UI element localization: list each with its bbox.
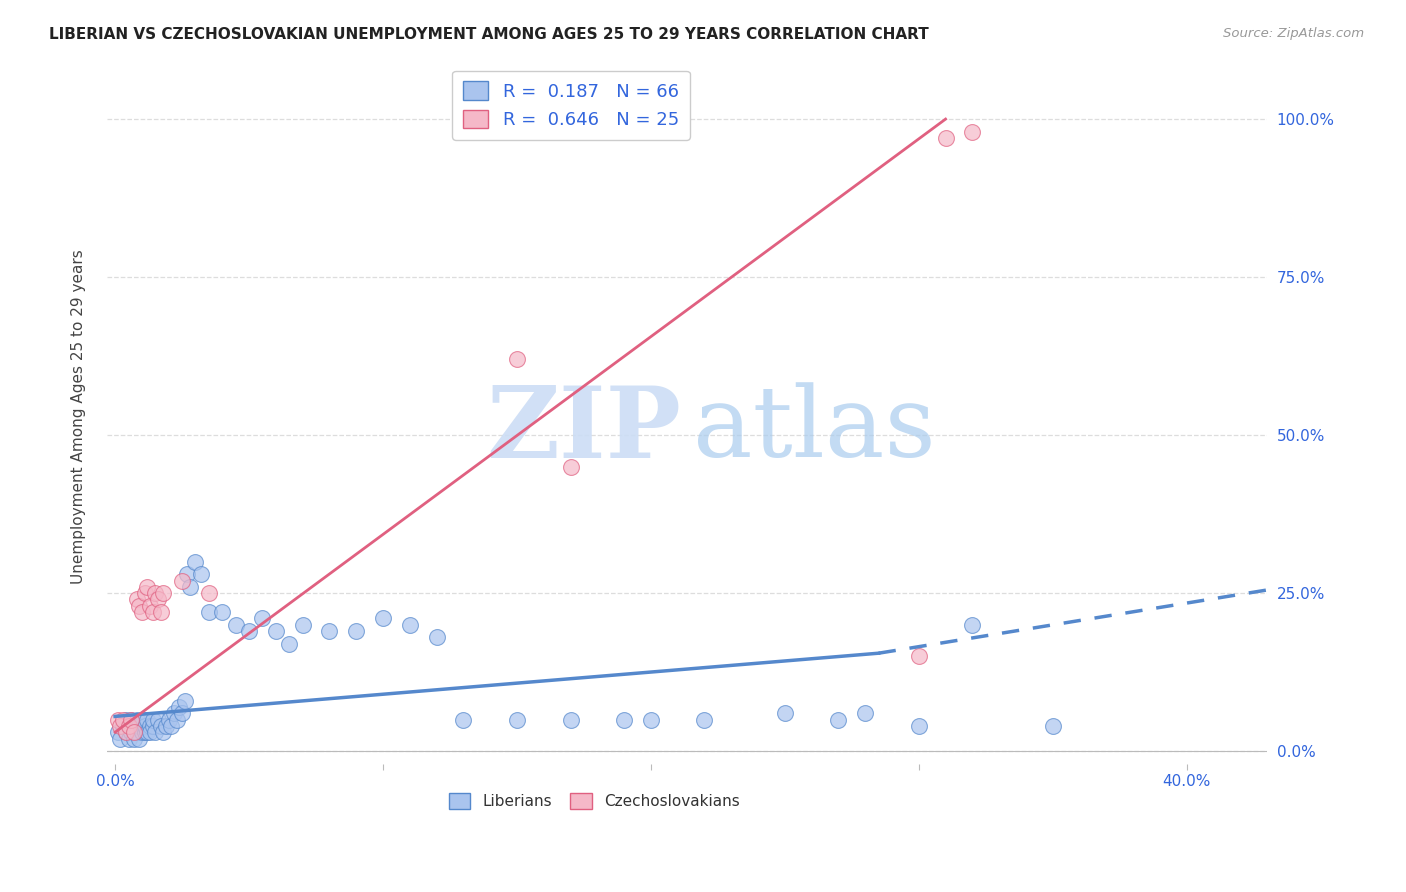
Point	[693, 713, 716, 727]
Point	[640, 713, 662, 727]
Point	[114, 725, 136, 739]
Point	[131, 725, 153, 739]
Point	[291, 617, 314, 632]
Point	[176, 567, 198, 582]
Point	[122, 719, 145, 733]
Point	[344, 624, 367, 638]
Point	[134, 725, 156, 739]
Point	[136, 580, 159, 594]
Point	[560, 459, 582, 474]
Point	[146, 592, 169, 607]
Point	[907, 649, 929, 664]
Point	[110, 731, 132, 746]
Point	[139, 599, 162, 613]
Point	[398, 617, 420, 632]
Text: LIBERIAN VS CZECHOSLOVAKIAN UNEMPLOYMENT AMONG AGES 25 TO 29 YEARS CORRELATION C: LIBERIAN VS CZECHOSLOVAKIAN UNEMPLOYMENT…	[49, 27, 929, 42]
Point	[155, 719, 177, 733]
Point	[125, 725, 148, 739]
Point	[179, 580, 201, 594]
Point	[935, 131, 957, 145]
Point	[157, 713, 180, 727]
Point	[560, 713, 582, 727]
Point	[117, 719, 139, 733]
Point	[139, 719, 162, 733]
Point	[142, 605, 165, 619]
Point	[125, 713, 148, 727]
Point	[907, 719, 929, 733]
Text: ZIP: ZIP	[486, 382, 682, 479]
Point	[152, 586, 174, 600]
Point	[125, 592, 148, 607]
Point	[252, 611, 274, 625]
Point	[122, 725, 145, 739]
Point	[184, 555, 207, 569]
Point	[172, 574, 194, 588]
Legend: Liberians, Czechoslovakians: Liberians, Czechoslovakians	[443, 787, 745, 815]
Point	[318, 624, 340, 638]
Point	[128, 731, 150, 746]
Point	[117, 731, 139, 746]
Point	[169, 700, 191, 714]
Point	[120, 725, 142, 739]
Point	[166, 713, 188, 727]
Point	[149, 605, 172, 619]
Point	[172, 706, 194, 721]
Point	[198, 605, 221, 619]
Point	[506, 352, 529, 367]
Point	[128, 719, 150, 733]
Text: atlas: atlas	[693, 382, 935, 478]
Point	[131, 605, 153, 619]
Point	[163, 706, 186, 721]
Point	[143, 586, 166, 600]
Point	[853, 706, 876, 721]
Point	[152, 725, 174, 739]
Point	[506, 713, 529, 727]
Point	[146, 713, 169, 727]
Point	[453, 713, 475, 727]
Point	[426, 631, 449, 645]
Point	[190, 567, 212, 582]
Point	[134, 586, 156, 600]
Point	[962, 617, 984, 632]
Point	[122, 731, 145, 746]
Point	[773, 706, 796, 721]
Point	[136, 713, 159, 727]
Point	[613, 713, 636, 727]
Point	[225, 617, 247, 632]
Point	[134, 719, 156, 733]
Point	[112, 719, 135, 733]
Point	[136, 725, 159, 739]
Y-axis label: Unemployment Among Ages 25 to 29 years: Unemployment Among Ages 25 to 29 years	[72, 249, 86, 583]
Point	[128, 599, 150, 613]
Point	[1042, 719, 1064, 733]
Point	[114, 713, 136, 727]
Point	[149, 719, 172, 733]
Point	[160, 719, 183, 733]
Point	[238, 624, 260, 638]
Point	[120, 713, 142, 727]
Point	[112, 713, 135, 727]
Point	[107, 713, 129, 727]
Point	[173, 693, 195, 707]
Point	[278, 637, 301, 651]
Point	[117, 719, 139, 733]
Point	[142, 719, 165, 733]
Point	[142, 713, 165, 727]
Point	[264, 624, 287, 638]
Point	[139, 725, 162, 739]
Point	[120, 713, 142, 727]
Point	[198, 586, 221, 600]
Point	[962, 125, 984, 139]
Point	[107, 725, 129, 739]
Point	[114, 725, 136, 739]
Point	[371, 611, 394, 625]
Point	[211, 605, 233, 619]
Point	[143, 725, 166, 739]
Point	[827, 713, 849, 727]
Text: Source: ZipAtlas.com: Source: ZipAtlas.com	[1223, 27, 1364, 40]
Point	[131, 713, 153, 727]
Point	[110, 719, 132, 733]
